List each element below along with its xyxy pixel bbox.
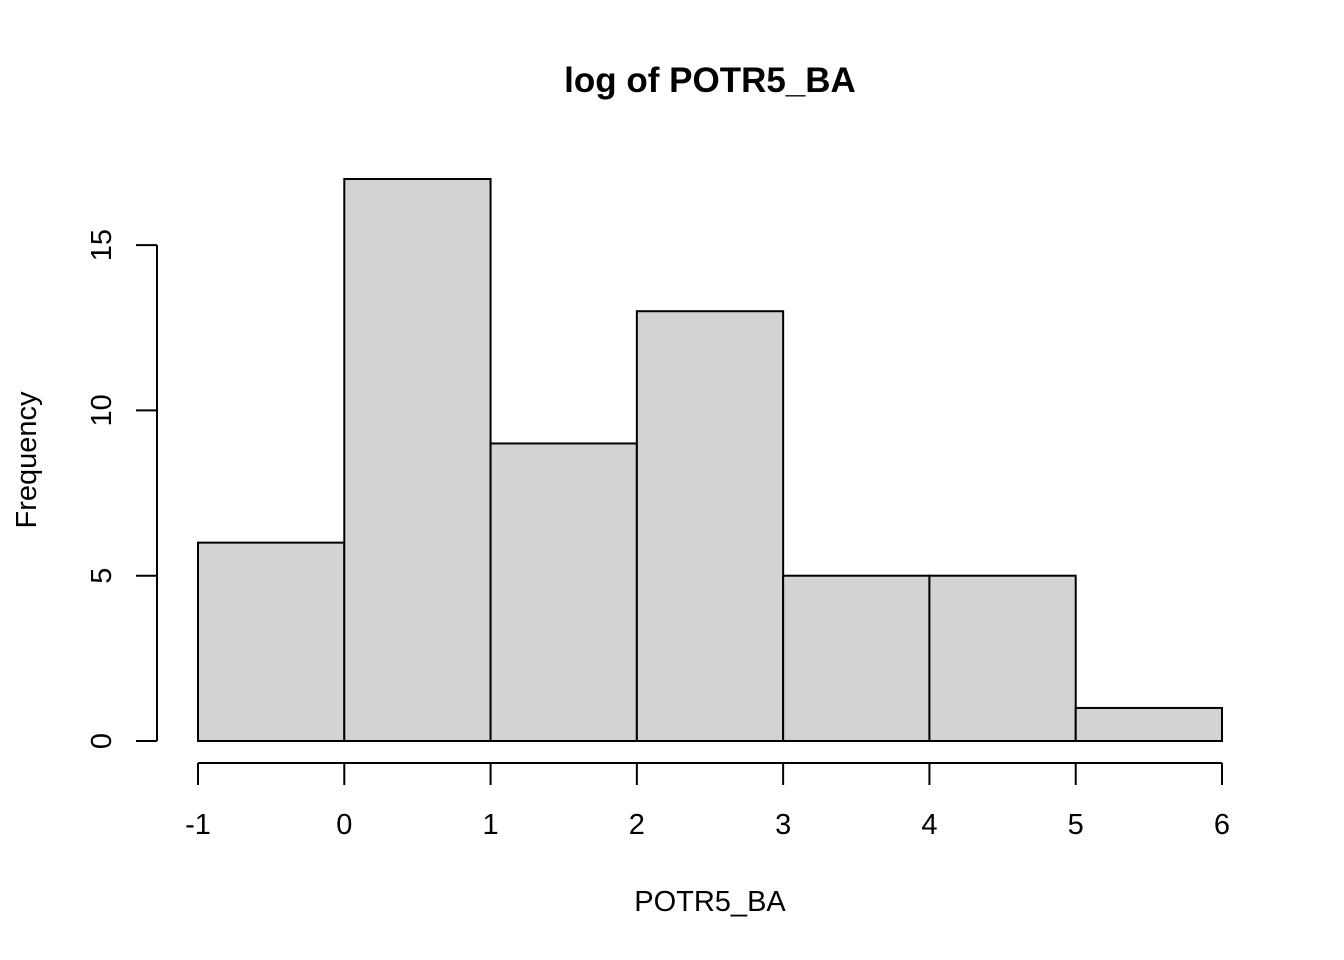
- histogram-bar: [635, 310, 785, 742]
- y-axis: 0 5 10 15: [86, 229, 158, 749]
- x-axis-label: POTR5_BA: [634, 886, 786, 918]
- x-axis: -1 0 1 2 3 4 5 6: [185, 762, 1230, 841]
- x-tick-label: 5: [1068, 809, 1084, 841]
- x-tick-label: 4: [921, 809, 937, 841]
- y-tick-label: 0: [86, 733, 118, 749]
- x-tick-label: 1: [483, 809, 499, 841]
- x-tick-label: -1: [185, 809, 211, 841]
- histogram-bar: [489, 442, 638, 742]
- x-tick-label: 2: [629, 809, 645, 841]
- y-tick-label: 10: [86, 394, 118, 426]
- y-tick-label: 15: [86, 229, 118, 261]
- x-tick-label: 3: [775, 809, 791, 841]
- histogram-bar: [343, 178, 492, 742]
- y-axis-label: Frequency: [11, 391, 43, 529]
- x-tick-label: 6: [1214, 809, 1230, 841]
- x-tick-label: 0: [336, 809, 352, 841]
- y-tick-label: 5: [86, 568, 118, 584]
- bars-group: [197, 178, 1223, 742]
- histogram-bar: [1074, 706, 1223, 742]
- histogram-bar: [782, 574, 931, 742]
- histogram-bar: [928, 574, 1077, 742]
- histogram-bar: [197, 541, 346, 742]
- chart-title: log of POTR5_BA: [564, 61, 856, 100]
